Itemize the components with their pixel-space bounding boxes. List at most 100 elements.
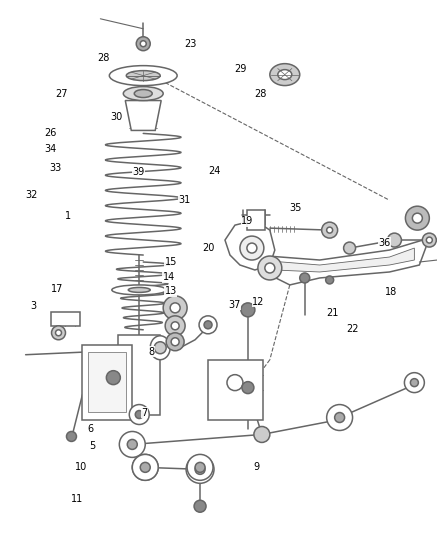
Circle shape [127, 439, 137, 449]
Circle shape [426, 237, 432, 243]
Circle shape [335, 413, 345, 423]
Circle shape [258, 256, 282, 280]
Text: 37: 37 [228, 300, 240, 310]
Circle shape [119, 432, 145, 457]
Text: 12: 12 [252, 297, 265, 307]
Text: 36: 36 [379, 238, 391, 248]
Circle shape [195, 464, 205, 474]
Ellipse shape [112, 285, 167, 295]
Circle shape [154, 342, 166, 354]
Text: 11: 11 [71, 494, 83, 504]
Text: 18: 18 [385, 287, 398, 297]
Ellipse shape [126, 71, 160, 80]
Text: 28: 28 [97, 53, 110, 63]
Circle shape [140, 41, 146, 47]
Ellipse shape [128, 287, 150, 293]
Circle shape [388, 233, 401, 247]
Circle shape [106, 370, 120, 385]
Circle shape [129, 405, 149, 424]
Circle shape [52, 326, 66, 340]
Circle shape [199, 316, 217, 334]
Circle shape [242, 382, 254, 393]
Circle shape [186, 455, 214, 483]
Circle shape [327, 405, 353, 431]
Bar [208, 360, 263, 419]
Text: 27: 27 [56, 89, 68, 99]
Circle shape [410, 378, 418, 386]
Text: 20: 20 [202, 243, 214, 253]
Circle shape [204, 321, 212, 329]
Text: 26: 26 [45, 127, 57, 138]
Polygon shape [255, 238, 429, 285]
Text: 14: 14 [162, 272, 175, 282]
Text: 8: 8 [148, 346, 154, 357]
Circle shape [67, 432, 77, 441]
Polygon shape [270, 248, 414, 272]
Text: 3: 3 [30, 301, 36, 311]
Text: 6: 6 [87, 424, 93, 433]
Circle shape [321, 222, 338, 238]
Circle shape [326, 276, 334, 284]
Text: 17: 17 [51, 284, 64, 294]
Ellipse shape [124, 86, 163, 101]
Text: 19: 19 [241, 216, 254, 227]
Ellipse shape [150, 336, 170, 360]
Text: 33: 33 [49, 163, 61, 173]
Text: 22: 22 [346, 324, 358, 334]
Ellipse shape [270, 63, 300, 86]
Text: 39: 39 [132, 167, 145, 177]
Text: 34: 34 [45, 143, 57, 154]
Circle shape [135, 410, 143, 418]
Text: 35: 35 [289, 203, 302, 213]
Circle shape [241, 303, 255, 317]
Polygon shape [125, 101, 161, 131]
Circle shape [170, 303, 180, 313]
Bar [50, 312, 81, 326]
Circle shape [422, 233, 436, 247]
Circle shape [163, 296, 187, 320]
Circle shape [343, 242, 356, 254]
Circle shape [265, 263, 275, 273]
Circle shape [254, 426, 270, 442]
Circle shape [227, 375, 243, 391]
Bar [82, 345, 132, 419]
Circle shape [171, 322, 179, 330]
Text: 23: 23 [184, 39, 197, 50]
Polygon shape [225, 220, 275, 270]
Ellipse shape [110, 66, 177, 86]
Circle shape [413, 213, 422, 223]
Text: 30: 30 [110, 112, 123, 122]
Circle shape [56, 330, 61, 336]
Circle shape [132, 455, 158, 480]
Circle shape [404, 373, 424, 393]
Text: 24: 24 [208, 166, 221, 176]
Text: 32: 32 [25, 190, 37, 200]
Bar [118, 335, 160, 415]
Text: 13: 13 [165, 286, 177, 296]
Circle shape [165, 316, 185, 336]
Circle shape [327, 227, 332, 233]
Circle shape [187, 455, 213, 480]
Text: 15: 15 [165, 257, 177, 267]
Text: 10: 10 [75, 462, 88, 472]
Text: 9: 9 [253, 462, 259, 472]
Bar [88, 352, 126, 411]
Ellipse shape [134, 90, 152, 98]
Text: 29: 29 [235, 64, 247, 74]
Circle shape [195, 462, 205, 472]
Circle shape [406, 206, 429, 230]
Text: 1: 1 [65, 211, 71, 221]
Text: 28: 28 [254, 89, 267, 99]
Text: 5: 5 [89, 441, 95, 451]
Bar [247, 210, 265, 230]
Circle shape [240, 236, 264, 260]
Text: 21: 21 [326, 308, 339, 318]
Circle shape [300, 273, 310, 283]
Ellipse shape [278, 70, 292, 79]
Circle shape [132, 455, 158, 480]
Circle shape [247, 243, 257, 253]
Text: 7: 7 [141, 408, 148, 418]
Circle shape [140, 462, 150, 472]
Circle shape [171, 338, 179, 346]
Text: 31: 31 [178, 195, 190, 205]
